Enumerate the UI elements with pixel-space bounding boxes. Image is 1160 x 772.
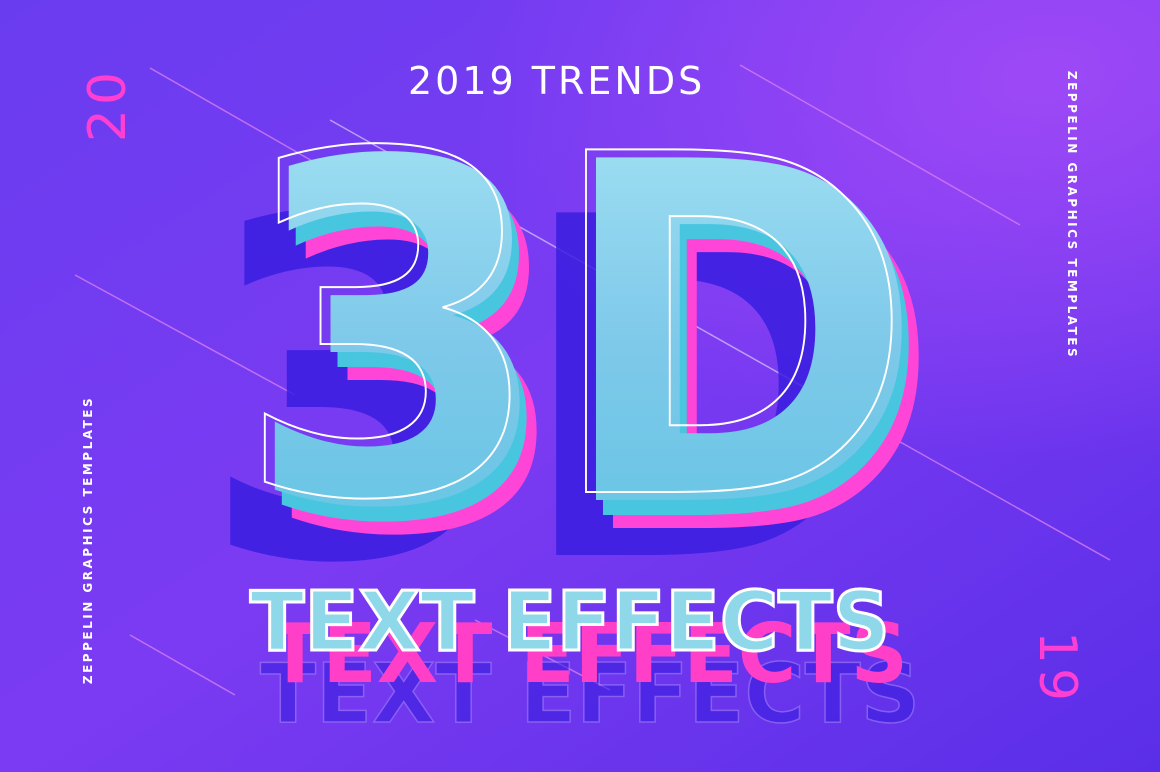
subheadline-extrusion: TEXT EFFECTS (268, 607, 908, 702)
headline-outline: 3D (235, 56, 915, 603)
year-right: 19 (1027, 631, 1087, 705)
title: 2019 TRENDS (408, 59, 705, 103)
headline: 3D (245, 64, 925, 611)
decor-lines (74, 64, 1111, 696)
year-left: 20 (78, 68, 138, 142)
side-text-left: ZEPPELIN GRAPHICS TEMPLATES (81, 396, 95, 684)
headline-side: 3D (252, 79, 932, 626)
subheadline-shadow: TEXT EFFECTS (260, 647, 920, 742)
headline-extrusion: 3D (262, 92, 942, 639)
side-text-right: ZEPPELIN GRAPHICS TEMPLATES (1065, 71, 1079, 359)
headline-shadow: 3D (200, 119, 890, 666)
subheadline: TEXT EFFECTS (250, 575, 890, 670)
